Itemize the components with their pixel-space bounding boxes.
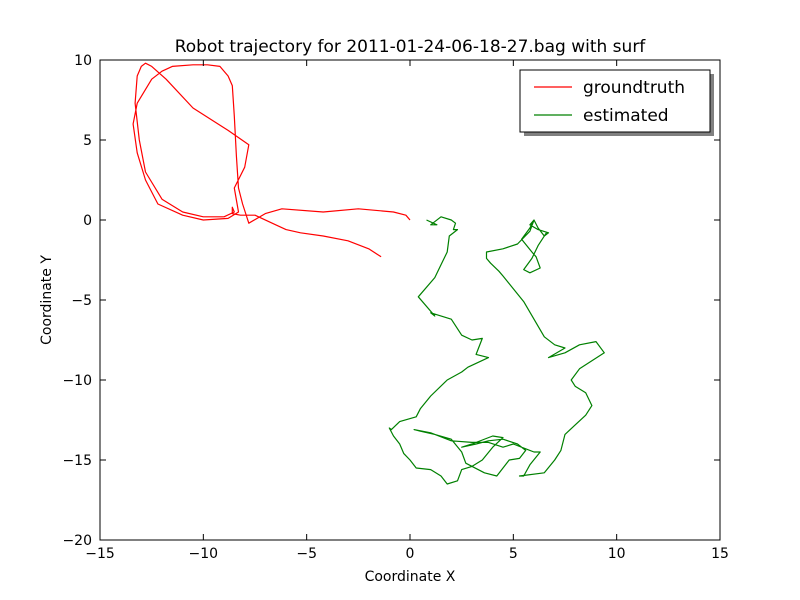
y-tick-label: −15 [62,453,92,469]
legend-label-estimated: estimated [583,106,669,126]
series-layer [132,62,605,485]
series-line-groundtruth [132,62,411,258]
legend-box [519,69,711,133]
y-tick-label: 10 [74,53,92,69]
chart-title: Robot trajectory for 2011-01-24-06-18-27… [175,37,647,57]
y-tick-label: 0 [83,213,92,229]
x-tick-label: 5 [509,546,518,562]
x-tick-label: −5 [296,546,317,562]
y-tick-label: −5 [71,293,92,309]
x-tick-label: 10 [608,546,626,562]
y-axis-label: Coordinate Y [39,255,55,345]
x-tick-label: 0 [406,546,415,562]
y-tick-label: 5 [83,133,92,149]
x-tick-label: 15 [711,546,729,562]
x-tick-label: −10 [189,546,219,562]
series-line-estimated [388,216,605,485]
legend-label-groundtruth: groundtruth [583,78,685,98]
x-axis-label: Coordinate X [365,569,456,585]
legend: groundtruth estimated [519,69,714,136]
y-tick-label: −10 [62,373,92,389]
y-tick-label: −20 [62,533,92,549]
x-tick-label: −15 [85,546,115,562]
